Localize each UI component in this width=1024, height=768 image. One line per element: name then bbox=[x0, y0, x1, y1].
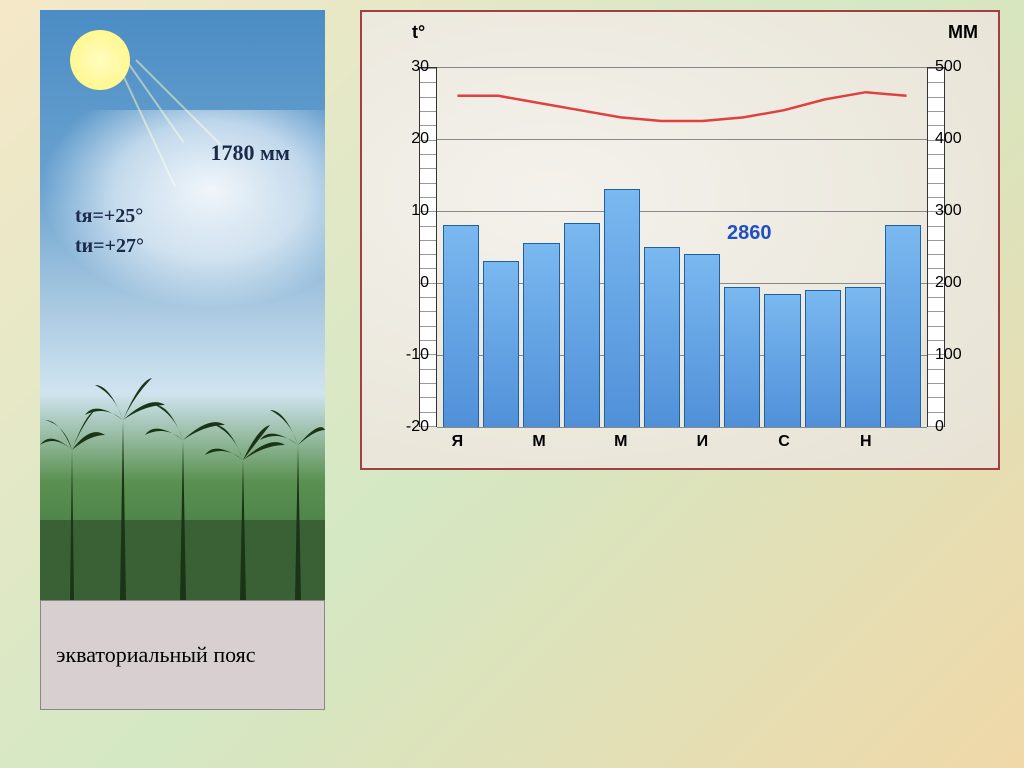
left-panel: 1780 мм tя=+25° tи=+27° bbox=[40, 10, 325, 710]
left-scale-bar bbox=[419, 67, 437, 427]
month-tick: И bbox=[697, 433, 709, 451]
precipitation-axis-label: MM bbox=[948, 22, 978, 43]
temperature-axis-label: t° bbox=[412, 22, 425, 43]
month-tick: С bbox=[778, 433, 790, 451]
precipitation-bar bbox=[684, 254, 720, 427]
trees-svg bbox=[40, 320, 325, 600]
precipitation-bar bbox=[564, 223, 600, 427]
gridline bbox=[437, 427, 927, 428]
precipitation-bar bbox=[885, 225, 921, 427]
right-tick: 0 bbox=[935, 418, 975, 436]
palm-trees bbox=[40, 320, 325, 600]
precipitation-bar bbox=[845, 287, 881, 427]
bars-container bbox=[437, 67, 927, 427]
month-tick: Н bbox=[860, 433, 872, 451]
climate-zone-caption: экваториальный пояс bbox=[56, 642, 256, 668]
caption-bar: экваториальный пояс bbox=[40, 600, 325, 710]
month-tick: Я bbox=[452, 433, 464, 451]
annual-total-annotation: 2860 bbox=[727, 222, 772, 245]
precipitation-bar bbox=[724, 287, 760, 427]
right-tick: 400 bbox=[935, 130, 975, 148]
left-tick: 10 bbox=[389, 202, 429, 220]
precipitation-bar bbox=[523, 243, 559, 427]
right-scale-bar bbox=[927, 67, 945, 427]
precipitation-bar bbox=[805, 290, 841, 427]
climate-scene: 1780 мм tя=+25° tи=+27° bbox=[40, 10, 325, 600]
right-tick: 100 bbox=[935, 346, 975, 364]
month-tick: М bbox=[532, 433, 545, 451]
precipitation-bar bbox=[483, 261, 519, 427]
precipitation-bar bbox=[764, 294, 800, 427]
month-tick: М bbox=[614, 433, 627, 451]
precipitation-bar bbox=[443, 225, 479, 427]
chart-inner: t° MM 3050020400103000200-10100-200 2860… bbox=[362, 12, 998, 468]
precipitation-bar bbox=[644, 247, 680, 427]
right-tick: 200 bbox=[935, 274, 975, 292]
climograph-panel: t° MM 3050020400103000200-10100-200 2860… bbox=[360, 10, 1000, 470]
july-temp: tи=+27° bbox=[75, 235, 144, 258]
sun-icon bbox=[70, 30, 130, 90]
annual-precipitation: 1780 мм bbox=[211, 140, 290, 166]
left-tick: -10 bbox=[389, 346, 429, 364]
right-tick: 500 bbox=[935, 58, 975, 76]
left-tick: 20 bbox=[389, 130, 429, 148]
plot-area: 3050020400103000200-10100-200 2860 ЯММИС… bbox=[437, 67, 927, 427]
left-tick: 0 bbox=[389, 274, 429, 292]
left-tick: -20 bbox=[389, 418, 429, 436]
right-tick: 300 bbox=[935, 202, 975, 220]
january-temp: tя=+25° bbox=[75, 205, 143, 228]
precipitation-bar bbox=[604, 189, 640, 427]
left-tick: 30 bbox=[389, 58, 429, 76]
